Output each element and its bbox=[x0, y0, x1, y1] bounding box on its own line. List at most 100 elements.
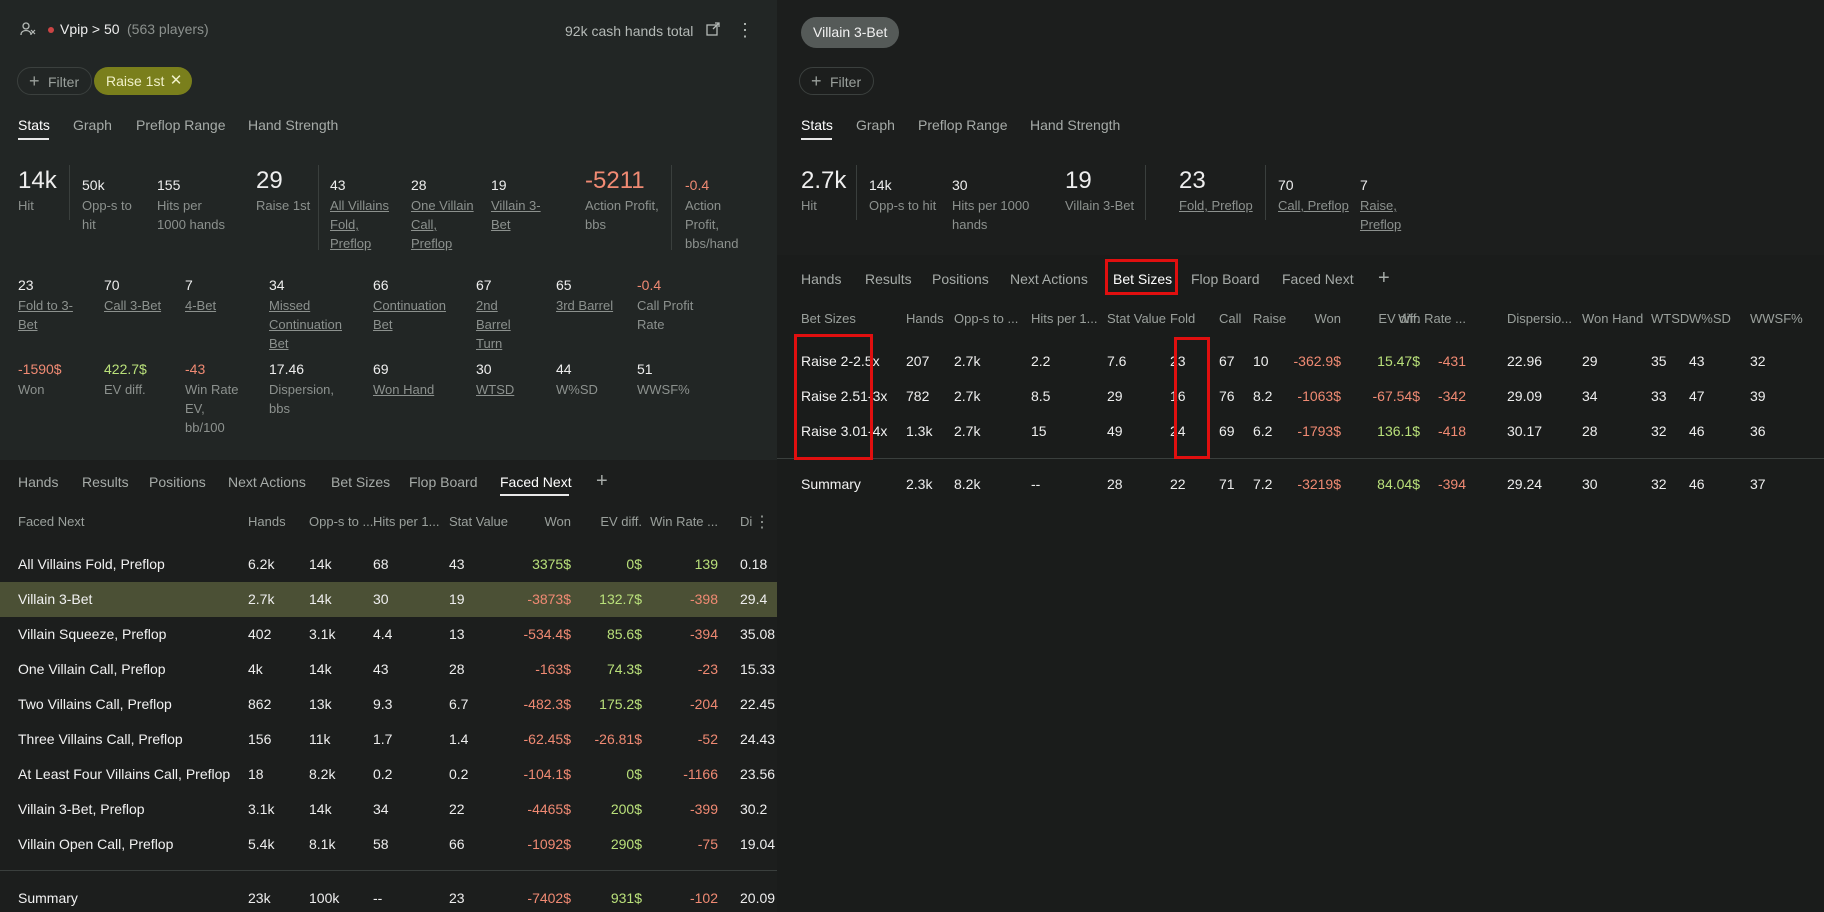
column-header[interactable]: Hands bbox=[906, 311, 944, 326]
table-cell: 16 bbox=[1170, 388, 1186, 404]
column-header[interactable]: Stat Value bbox=[1107, 311, 1167, 326]
add-tab-icon[interactable]: + bbox=[1378, 267, 1390, 289]
column-header[interactable]: Faced Next bbox=[18, 514, 85, 529]
tab-flop-board[interactable]: Flop Board bbox=[409, 474, 478, 490]
column-header[interactable]: Hits per 1... bbox=[1031, 311, 1098, 326]
column-header[interactable]: WTSD bbox=[1651, 311, 1690, 326]
table-cell: 6.7 bbox=[449, 696, 469, 712]
tab-graph[interactable]: Graph bbox=[856, 117, 895, 133]
stat-link[interactable]: WTSD bbox=[476, 382, 515, 397]
table-row[interactable]: Villain 3-Bet, Preflop 3.1k 14k 34 22 -4465$ 2… bbox=[0, 792, 777, 827]
tab-hand-strength[interactable]: Hand Strength bbox=[248, 117, 339, 133]
tab-flop-board[interactable]: Flop Board bbox=[1191, 271, 1260, 287]
table-cell: 4.4 bbox=[373, 626, 393, 642]
tab-results[interactable]: Results bbox=[865, 271, 912, 287]
add-tab-icon[interactable]: + bbox=[596, 470, 608, 492]
add-filter-button[interactable]: + Filter bbox=[17, 67, 93, 95]
table-cell: 7.2 bbox=[1253, 476, 1273, 492]
more-vertical-icon[interactable]: ⋮ bbox=[736, 20, 754, 40]
table-cell: Villain 3-Bet, Preflop bbox=[18, 801, 145, 817]
stat-link[interactable]: 4-Bet bbox=[185, 298, 217, 313]
stat-link[interactable]: Fold, Preflop bbox=[1179, 198, 1253, 213]
summary-row[interactable]: Summary 2.3k 8.2k -- 28 22 71 7.2 -3219$ 84.04$ -3… bbox=[777, 467, 1824, 502]
table-row[interactable]: Two Villains Call, Preflop 862 13k 9.3 6.7 -4… bbox=[0, 687, 777, 722]
tab-next-actions[interactable]: Next Actions bbox=[1010, 271, 1088, 287]
column-header[interactable]: Di bbox=[740, 514, 753, 529]
tab-stats[interactable]: Stats bbox=[801, 117, 833, 133]
column-header[interactable]: EV diff. bbox=[600, 514, 642, 529]
stat-link[interactable]: One Villain Call, Preflop bbox=[411, 198, 474, 251]
column-header[interactable]: WWSF% bbox=[1750, 311, 1803, 326]
tab-positions[interactable]: Positions bbox=[149, 474, 206, 490]
table-row[interactable]: Villain Open Call, Preflop 5.4k 8.1k 58 66 -1… bbox=[0, 827, 777, 862]
stat-link[interactable]: Continuation Bet bbox=[373, 298, 446, 332]
stat-value: 19 bbox=[1065, 167, 1092, 194]
summary-row[interactable]: Summary 23k 100k -- 23 -7402$ 931$ -102 20.09 bbox=[0, 881, 777, 912]
stat-link[interactable]: Call, Preflop bbox=[1278, 198, 1349, 213]
close-icon[interactable]: ✕ bbox=[169, 72, 183, 89]
stat-link[interactable]: Fold to 3-Bet bbox=[18, 298, 73, 332]
stat-link[interactable]: Raise, Preflop bbox=[1360, 198, 1402, 232]
tab-hands[interactable]: Hands bbox=[18, 474, 59, 490]
tab-results[interactable]: Results bbox=[82, 474, 129, 490]
column-header[interactable]: EV diff. bbox=[1378, 311, 1420, 326]
tab-graph[interactable]: Graph bbox=[73, 117, 112, 133]
table-row[interactable]: Raise 2.51-3x 782 2.7k 8.5 29 16 76 8.2 -1063$ -6… bbox=[777, 379, 1824, 414]
column-header[interactable]: Won bbox=[1314, 311, 1342, 326]
export-icon[interactable] bbox=[705, 21, 721, 42]
stat-link[interactable]: All Villains Fold, Preflop bbox=[330, 198, 390, 251]
column-header[interactable]: Hands bbox=[248, 514, 286, 529]
group-title[interactable]: Vpip > 50 bbox=[60, 21, 120, 37]
tab-faced-next[interactable]: Faced Next bbox=[1282, 271, 1354, 287]
column-header[interactable]: W%SD bbox=[1689, 311, 1731, 326]
column-header[interactable]: Win Rate ... bbox=[1398, 311, 1466, 326]
stat-link[interactable]: Call 3-Bet bbox=[104, 298, 162, 313]
tab-bet-sizes[interactable]: Bet Sizes bbox=[1113, 271, 1173, 287]
table-row[interactable]: Villain Squeeze, Preflop 402 3.1k 4.4 13 -534… bbox=[0, 617, 777, 652]
stat-link[interactable]: 3rd Barrel bbox=[556, 298, 614, 313]
column-header[interactable]: Dispersio... bbox=[1507, 311, 1573, 326]
add-filter-button[interactable]: + Filter bbox=[799, 67, 875, 95]
tab-hand-strength[interactable]: Hand Strength bbox=[1030, 117, 1121, 133]
table-cell: -62.45$ bbox=[523, 731, 571, 747]
column-menu-icon[interactable]: ⋮ bbox=[754, 514, 770, 531]
tab-bet-sizes[interactable]: Bet Sizes bbox=[331, 474, 391, 490]
table-row[interactable]: At Least Four Villains Call, Preflop 18 8.… bbox=[0, 757, 777, 792]
column-header[interactable]: Stat Value bbox=[449, 514, 509, 529]
tab-stats[interactable]: Stats bbox=[18, 117, 50, 133]
group-title-chip[interactable]: Villain 3-Bet bbox=[801, 17, 900, 48]
column-header[interactable]: Win Rate ... bbox=[650, 514, 718, 529]
column-header[interactable]: Hits per 1... bbox=[373, 514, 440, 529]
tab-preflop-range[interactable]: Preflop Range bbox=[918, 117, 1008, 133]
column-header[interactable]: Won bbox=[544, 514, 572, 529]
column-header[interactable]: Opp-s to ... bbox=[954, 311, 1019, 326]
table-row[interactable]: Raise 2-2.5x 207 2.7k 2.2 7.6 23 67 10 -362.9$ 15… bbox=[777, 344, 1824, 379]
table-row[interactable]: Raise 3.01-4x 1.3k 2.7k 15 49 24 69 6.2 -1793$ 13… bbox=[777, 414, 1824, 449]
column-header[interactable]: Bet Sizes bbox=[801, 311, 856, 326]
column-header[interactable]: Opp-s to ... bbox=[309, 514, 374, 529]
table-row[interactable]: One Villain Call, Preflop 4k 14k 43 28 -163$ 7… bbox=[0, 652, 777, 687]
tab-positions[interactable]: Positions bbox=[932, 271, 989, 287]
table-row[interactable]: Three Villains Call, Preflop 156 11k 1.7 1.4… bbox=[0, 722, 777, 757]
table-cell: -431 bbox=[1437, 353, 1466, 369]
stat-link[interactable]: 2nd Barrel Turn bbox=[476, 298, 511, 351]
stat-link[interactable]: Villain 3-Bet bbox=[491, 198, 541, 232]
column-header[interactable]: Raise bbox=[1253, 311, 1287, 326]
column-header[interactable]: Won Hand bbox=[1582, 311, 1644, 326]
tab-preflop-range[interactable]: Preflop Range bbox=[136, 117, 226, 133]
tab-next-actions[interactable]: Next Actions bbox=[228, 474, 306, 490]
stat-link[interactable]: Missed Continuation Bet bbox=[269, 298, 342, 351]
player-group-icon[interactable] bbox=[20, 21, 36, 42]
table-cell: 29.24 bbox=[1507, 476, 1543, 492]
column-header[interactable]: Call bbox=[1219, 311, 1242, 326]
table-row[interactable]: All Villains Fold, Preflop 6.2k 14k 68 43 337… bbox=[0, 547, 777, 582]
stat-link[interactable]: Won Hand bbox=[373, 382, 435, 397]
tab-faced-next[interactable]: Faced Next bbox=[500, 474, 572, 490]
active-filter-chip[interactable]: Raise 1st ✕ bbox=[94, 67, 193, 95]
table-cell: 200$ bbox=[610, 801, 642, 817]
table-row[interactable]: Villain 3-Bet 2.7k 14k 30 19 -3873$ 132.7$ -398… bbox=[0, 582, 777, 617]
tab-hands[interactable]: Hands bbox=[801, 271, 842, 287]
table-cell: 14k bbox=[309, 556, 332, 572]
column-header[interactable]: Fold bbox=[1170, 311, 1196, 326]
table-cell: 15 bbox=[1031, 423, 1047, 439]
